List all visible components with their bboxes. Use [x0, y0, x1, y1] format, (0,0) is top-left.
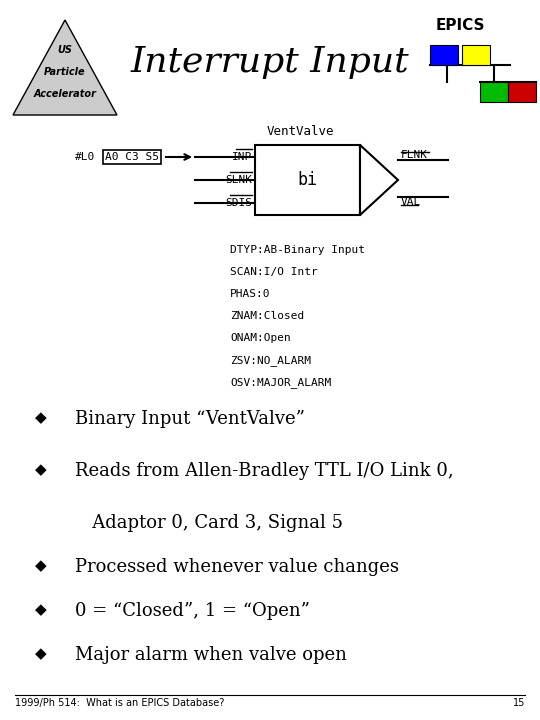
Text: EPICS: EPICS	[435, 18, 485, 33]
Text: ◆: ◆	[35, 646, 47, 661]
Text: SLNK: SLNK	[225, 175, 252, 185]
Text: Adaptor 0, Card 3, Signal 5: Adaptor 0, Card 3, Signal 5	[75, 514, 343, 532]
Bar	[255, 145, 360, 215]
Text: Binary Input “VentValve”: Binary Input “VentValve”	[75, 410, 305, 428]
Text: INP: INP	[232, 152, 252, 162]
Text: 15: 15	[512, 698, 525, 708]
Text: #L0: #L0	[75, 152, 95, 162]
Text: OSV:MAJOR_ALARM: OSV:MAJOR_ALARM	[230, 377, 331, 388]
Text: ◆: ◆	[35, 558, 47, 573]
Text: Processed whenever value changes: Processed whenever value changes	[75, 558, 399, 576]
Text: PHAS:0: PHAS:0	[230, 289, 271, 299]
Text: A0 C3 S5: A0 C3 S5	[105, 152, 159, 162]
Text: 0 = “Closed”, 1 = “Open”: 0 = “Closed”, 1 = “Open”	[75, 602, 310, 620]
Text: SCAN:I/O Intr: SCAN:I/O Intr	[230, 267, 318, 277]
Text: Accelerator: Accelerator	[33, 89, 97, 99]
Polygon shape	[13, 20, 117, 115]
Text: Interrupt Input: Interrupt Input	[131, 45, 409, 79]
Text: VAL: VAL	[401, 197, 421, 207]
Text: ◆: ◆	[35, 462, 47, 477]
Text: FLNK: FLNK	[401, 150, 428, 160]
Bar	[480, 82, 508, 102]
Text: US: US	[58, 45, 72, 55]
Text: DTYP:AB-Binary Input: DTYP:AB-Binary Input	[230, 245, 365, 255]
Text: SDIS: SDIS	[225, 198, 252, 208]
Text: 1999/Ph 514:  What is an EPICS Database?: 1999/Ph 514: What is an EPICS Database?	[15, 698, 225, 708]
Text: Reads from Allen-Bradley TTL I/O Link 0,: Reads from Allen-Bradley TTL I/O Link 0,	[75, 462, 454, 480]
Polygon shape	[360, 145, 398, 215]
Text: VentValve: VentValve	[266, 125, 334, 138]
Bar	[508, 82, 536, 102]
Text: ◆: ◆	[35, 602, 47, 617]
Text: ◆: ◆	[35, 410, 47, 425]
Bar	[462, 45, 490, 65]
Text: ZNAM:Closed: ZNAM:Closed	[230, 311, 304, 321]
Text: Major alarm when valve open: Major alarm when valve open	[75, 646, 347, 664]
Text: ONAM:Open: ONAM:Open	[230, 333, 291, 343]
Bar	[430, 45, 458, 65]
Text: ZSV:NO_ALARM: ZSV:NO_ALARM	[230, 355, 311, 366]
Text: Particle: Particle	[44, 67, 86, 77]
Text: bi: bi	[298, 171, 318, 189]
